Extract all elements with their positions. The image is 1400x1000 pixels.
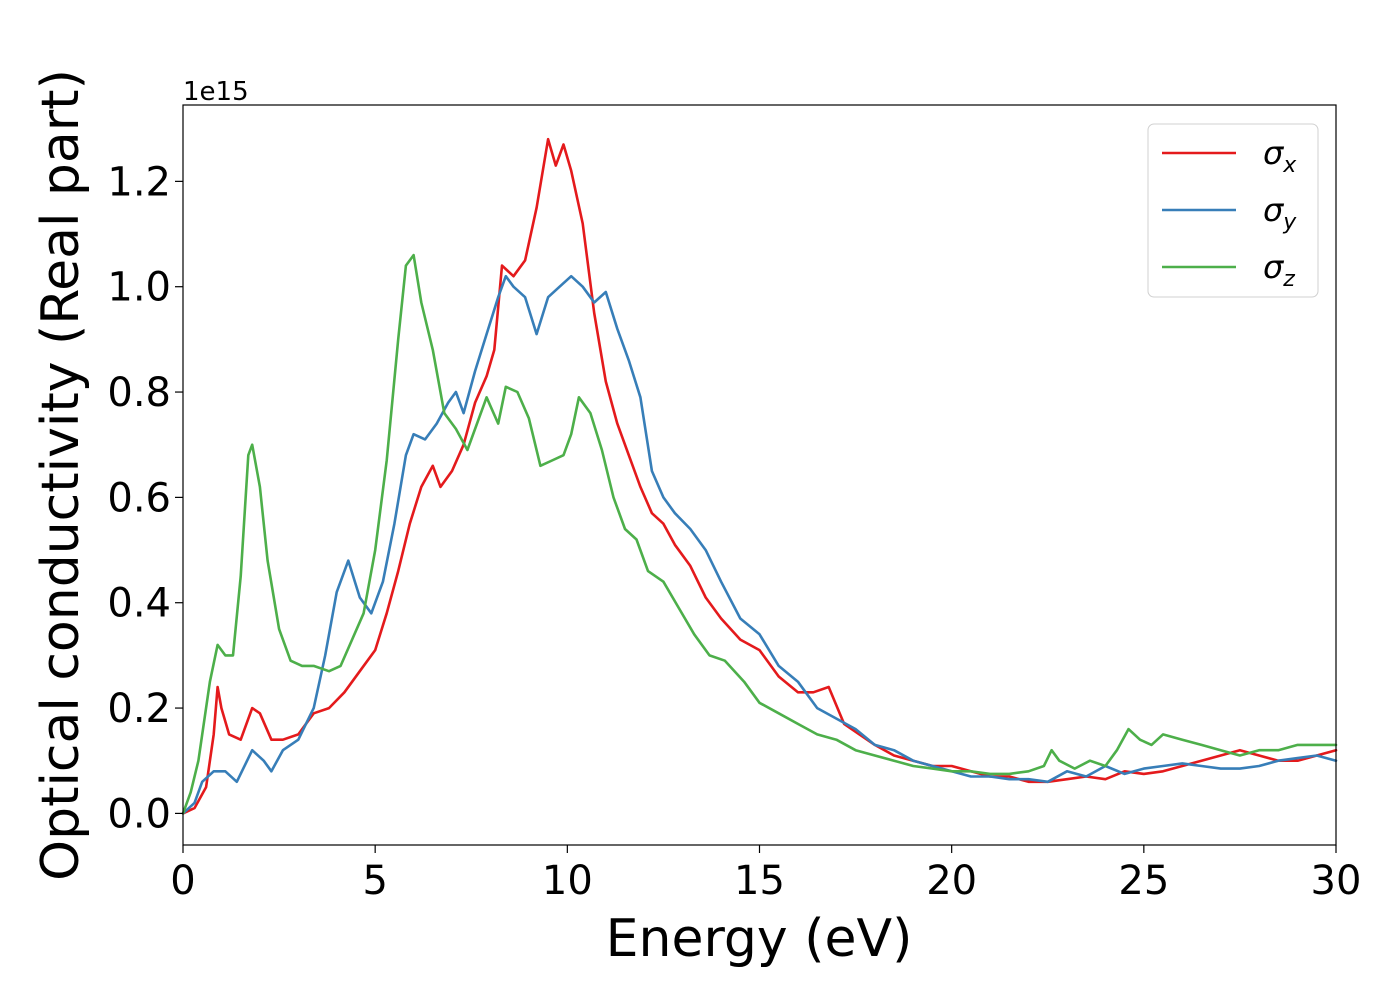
y-axis-ticks: 0.0 0.2 0.4 0.6 0.8 1.0 1.2	[107, 159, 183, 837]
y-tick-label: 0.6	[107, 475, 171, 521]
y-tick-label: 1.0	[107, 265, 171, 311]
x-axis-ticks: 0 5 10 15 20 25 30	[170, 845, 1361, 904]
x-tick-label: 15	[734, 858, 785, 904]
y-axis-offset-label: 1e15	[183, 77, 249, 107]
x-tick-label: 0	[170, 858, 195, 904]
series-line-z	[181, 253, 1338, 815]
x-tick-label: 25	[1118, 858, 1169, 904]
x-tick-label: 20	[926, 858, 977, 904]
y-tick-label: 1.2	[107, 159, 171, 205]
series-line-y	[181, 274, 1338, 815]
y-tick-label: 0.2	[107, 686, 171, 732]
plot-area	[183, 105, 1336, 845]
x-axis-title: Energy (eV)	[606, 909, 913, 969]
y-tick-label: 0.0	[107, 791, 171, 837]
x-tick-label: 30	[1311, 858, 1362, 904]
x-tick-label: 10	[542, 858, 593, 904]
y-axis-title: Optical conductivity (Real part)	[31, 69, 91, 881]
y-tick-label: 0.4	[107, 581, 171, 627]
y-tick-label: 0.8	[107, 370, 171, 416]
series-line-x	[181, 137, 1338, 815]
x-tick-label: 5	[362, 858, 387, 904]
series-layer	[181, 137, 1338, 815]
